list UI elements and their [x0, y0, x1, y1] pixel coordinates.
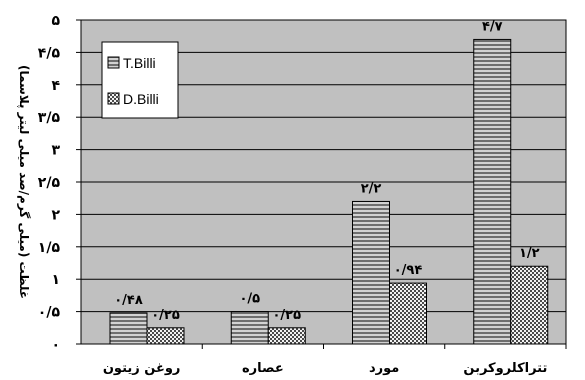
bar-t-billi	[473, 38, 512, 345]
data-label-d-billi: ۰/۲۵	[272, 308, 301, 323]
y-axis-ticks: ۰ ۰/۵ ۱ ۱/۵ ۲ ۲/۵ ۳ ۳/۵ ۴ ۴/۵ ۵	[38, 13, 81, 353]
bar-d-billi	[389, 282, 427, 345]
bar-d-billi	[146, 327, 185, 345]
legend-label-t-billi: T.Billi	[123, 55, 156, 71]
legend: T.Billi D.Billi	[101, 41, 179, 119]
legend-swatch-d-billi	[107, 92, 120, 105]
data-label-d-billi: ۰/۲۵	[151, 308, 180, 323]
bar-t-billi	[352, 200, 390, 345]
bar-d-billi	[267, 327, 306, 345]
bar-d-billi	[510, 265, 549, 345]
bars	[109, 38, 549, 345]
bar-t-billi	[230, 311, 269, 345]
category-label: مورد	[369, 361, 399, 376]
y-tick-label: ۲/۵	[38, 175, 61, 191]
y-tick-label: ۰	[51, 337, 60, 353]
data-label-d-billi: ۰/۹۴	[394, 263, 423, 278]
data-label-t-billi: ۴/۷	[482, 19, 503, 34]
legend-label-d-billi: D.Billi	[123, 91, 159, 107]
y-tick-label: ۵	[51, 13, 60, 29]
y-tick-label: ۴	[51, 78, 60, 94]
category-label: روغن زیتون	[103, 361, 181, 376]
y-tick-label: ۳/۵	[38, 110, 61, 126]
legend-swatch-t-billi	[107, 56, 120, 69]
category-label: عصاره	[242, 361, 284, 376]
bar-t-billi	[109, 312, 148, 345]
data-label-d-billi: ۱/۲	[519, 246, 540, 261]
data-label-t-billi: ۲/۲	[361, 181, 382, 196]
y-tick-label: ۱	[51, 272, 60, 288]
data-label-t-billi: ۰/۴۸	[114, 293, 143, 308]
y-tick-label: ۴/۵	[38, 45, 61, 61]
y-tick-label: ۳	[51, 143, 60, 159]
data-labels: ۰/۴۸ ۰/۲۵ ۰/۵ ۰/۲۵ ۲/۲ ۰/۹۴ ۴/۷ ۱/۲	[114, 19, 539, 322]
y-tick-label: ۰/۵	[38, 305, 61, 321]
y-tick-label: ۱/۵	[38, 240, 61, 256]
category-labels: روغن زیتون عصاره مورد تتراکلروکربن	[103, 344, 567, 376]
legend-box	[101, 41, 179, 119]
y-tick-label: ۲	[51, 207, 60, 223]
category-label: تتراکلروکربن	[463, 361, 547, 376]
y-axis-label: غلظت (میلی گرم/صد میلی لیتر پلاسما)	[16, 65, 31, 299]
data-label-t-billi: ۰/۵	[239, 292, 260, 307]
